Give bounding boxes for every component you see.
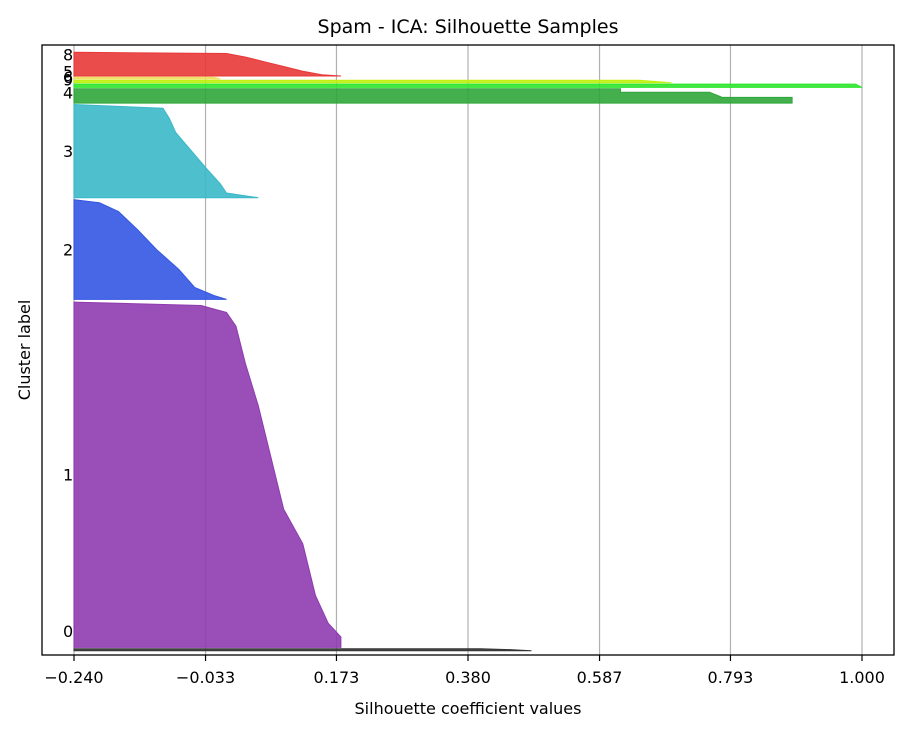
- cluster-label-2: 2: [63, 241, 73, 260]
- cluster-5-silhouette: [73, 83, 863, 88]
- cluster-4-silhouette: [73, 88, 793, 104]
- cluster-label-9: 9: [63, 71, 73, 90]
- cluster-label-6: 6: [63, 68, 73, 87]
- cluster-label-8: 8: [63, 46, 73, 65]
- x-tick-label: 0.587: [577, 668, 623, 687]
- cluster-8-silhouette: [73, 51, 341, 77]
- y-axis-title: Cluster label: [15, 300, 34, 401]
- plot-area: 0 1 2 3 4 596 8 −0.240 −0.033 0.173 0.380 0.587 0.79…: [41, 44, 895, 687]
- cluster-3-silhouette: [73, 103, 259, 199]
- x-tick-label: 0.793: [708, 668, 754, 687]
- cluster-label-3: 3: [63, 142, 73, 161]
- x-tick-label: 0.173: [314, 668, 360, 687]
- cluster-label-5: 5: [63, 63, 73, 82]
- x-tick-label: −0.240: [44, 668, 103, 687]
- cluster-0-silhouette: [73, 648, 532, 652]
- chart-title: Spam - ICA: Silhouette Samples: [318, 16, 619, 38]
- x-tick-label: 1.000: [839, 668, 885, 687]
- cluster-2-silhouette: [73, 199, 227, 300]
- x-axis-title: Silhouette coefficient values: [355, 699, 582, 718]
- cluster-label-1: 1: [63, 466, 73, 485]
- cluster-9-silhouette: [73, 79, 672, 84]
- x-tick-label: −0.033: [176, 668, 235, 687]
- x-tick-label: 0.380: [445, 668, 491, 687]
- cluster-label-0: 0: [63, 622, 73, 641]
- cluster-1-silhouette: [73, 301, 342, 648]
- cluster-label-4: 4: [63, 84, 73, 103]
- cluster-6-silhouette: [73, 76, 221, 80]
